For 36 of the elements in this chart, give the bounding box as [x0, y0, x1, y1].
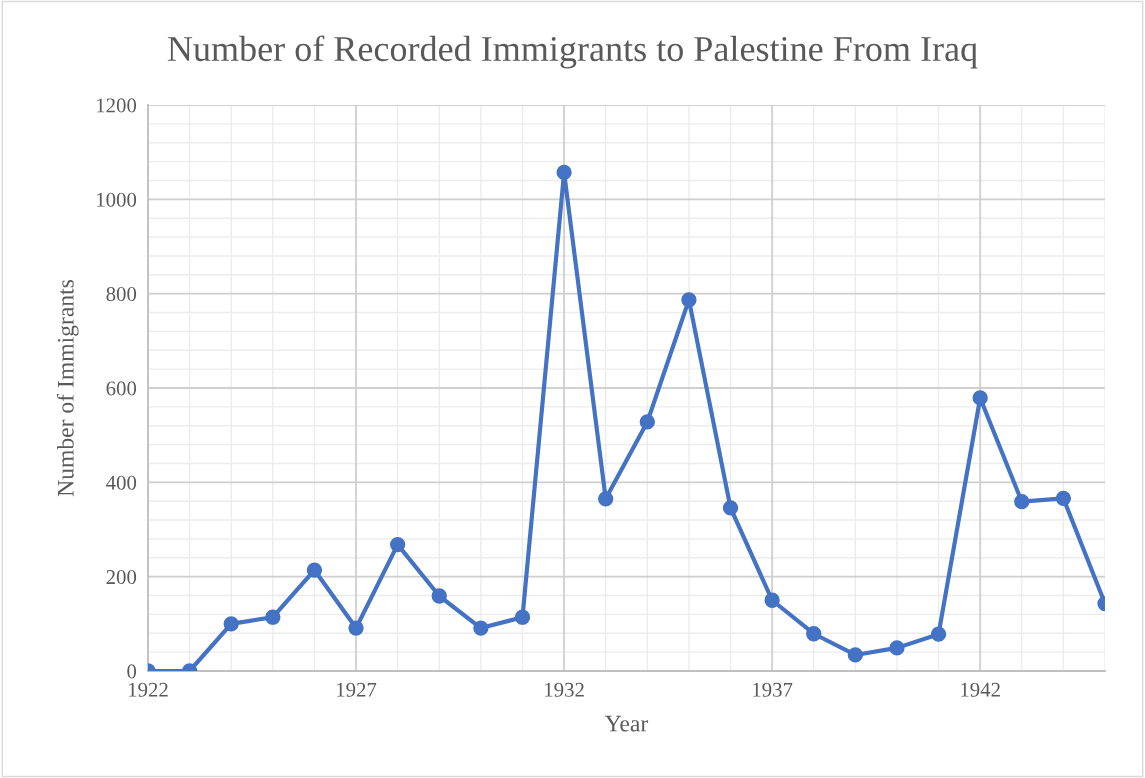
- x-tick-label: 1932: [545, 682, 584, 697]
- x-axis-title: Year: [605, 715, 649, 732]
- point: [306, 562, 323, 578]
- point: [764, 592, 780, 608]
- y-tick-label: 1000: [97, 192, 137, 207]
- point: [1055, 490, 1072, 507]
- point: [681, 292, 697, 308]
- point: [473, 620, 489, 636]
- point: [556, 164, 572, 181]
- y-tick-label: 1200: [97, 98, 137, 113]
- point: [722, 500, 739, 516]
- point: [806, 626, 822, 642]
- x-tick-label: 1922: [129, 682, 168, 697]
- y-tick-label: 200: [106, 570, 137, 585]
- y-tick-label: 400: [106, 475, 137, 490]
- y-tick-label: 800: [106, 287, 137, 302]
- point: [348, 620, 364, 636]
- y-tick-label: 600: [106, 381, 137, 396]
- point: [847, 647, 863, 663]
- point: [514, 609, 531, 625]
- point: [598, 491, 614, 507]
- point: [265, 609, 281, 625]
- x-tick-label: 1927: [337, 682, 377, 697]
- point: [431, 588, 447, 604]
- y-tick-label: 0: [127, 664, 137, 679]
- y-axis-title: Number of Immigrants: [56, 280, 79, 497]
- point: [930, 626, 947, 642]
- x-tick-label: 1937: [753, 682, 793, 697]
- point: [390, 536, 406, 553]
- point: [639, 414, 655, 430]
- x-tick-label: 1942: [961, 682, 1000, 697]
- point: [223, 616, 239, 632]
- point: [972, 390, 988, 406]
- point: [1014, 494, 1030, 510]
- point: [889, 640, 905, 656]
- chart-title: Number of Recorded Immigrants to Palestine From Iraq: [167, 35, 978, 69]
